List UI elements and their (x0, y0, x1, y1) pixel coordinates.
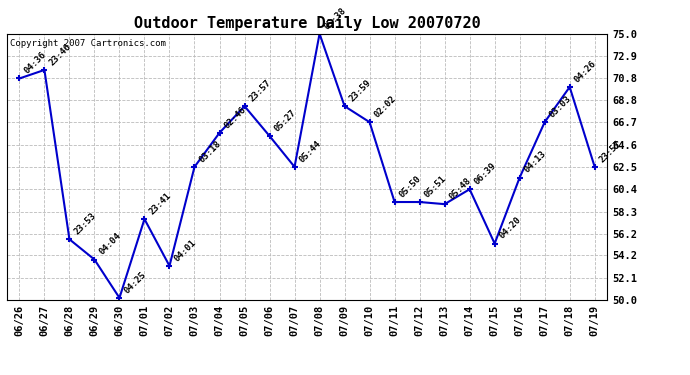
Text: 03:18: 03:18 (197, 139, 223, 164)
Text: 05:44: 05:44 (297, 139, 323, 164)
Text: 05:50: 05:50 (397, 174, 423, 199)
Text: 05:48: 05:48 (447, 176, 473, 201)
Text: 23:57: 23:57 (598, 139, 623, 164)
Title: Outdoor Temperature Daily Low 20070720: Outdoor Temperature Daily Low 20070720 (134, 15, 480, 31)
Text: 04:25: 04:25 (122, 270, 148, 295)
Text: 23:46: 23:46 (47, 42, 72, 67)
Text: Copyright 2007 Cartronics.com: Copyright 2007 Cartronics.com (10, 39, 166, 48)
Text: 04:13: 04:13 (522, 149, 548, 175)
Text: 05:38: 05:38 (322, 6, 348, 31)
Text: 03:03: 03:03 (547, 94, 573, 119)
Text: 04:01: 04:01 (172, 238, 197, 263)
Text: 23:53: 23:53 (72, 211, 97, 237)
Text: 02:02: 02:02 (373, 94, 397, 119)
Text: 04:26: 04:26 (573, 59, 598, 84)
Text: 04:36: 04:36 (22, 50, 48, 76)
Text: 05:51: 05:51 (422, 174, 448, 199)
Text: 05:27: 05:27 (273, 108, 297, 133)
Text: 23:59: 23:59 (347, 78, 373, 104)
Text: 02:46: 02:46 (222, 105, 248, 130)
Text: 04:20: 04:20 (497, 215, 523, 241)
Text: 23:57: 23:57 (247, 78, 273, 104)
Text: 23:41: 23:41 (147, 191, 172, 216)
Text: 06:39: 06:39 (473, 161, 497, 186)
Text: 04:04: 04:04 (97, 231, 123, 257)
